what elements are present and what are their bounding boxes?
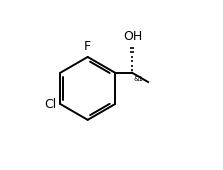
Text: Cl: Cl — [44, 98, 56, 111]
Text: OH: OH — [123, 30, 142, 43]
Text: F: F — [84, 40, 91, 53]
Text: &1: &1 — [133, 76, 143, 82]
